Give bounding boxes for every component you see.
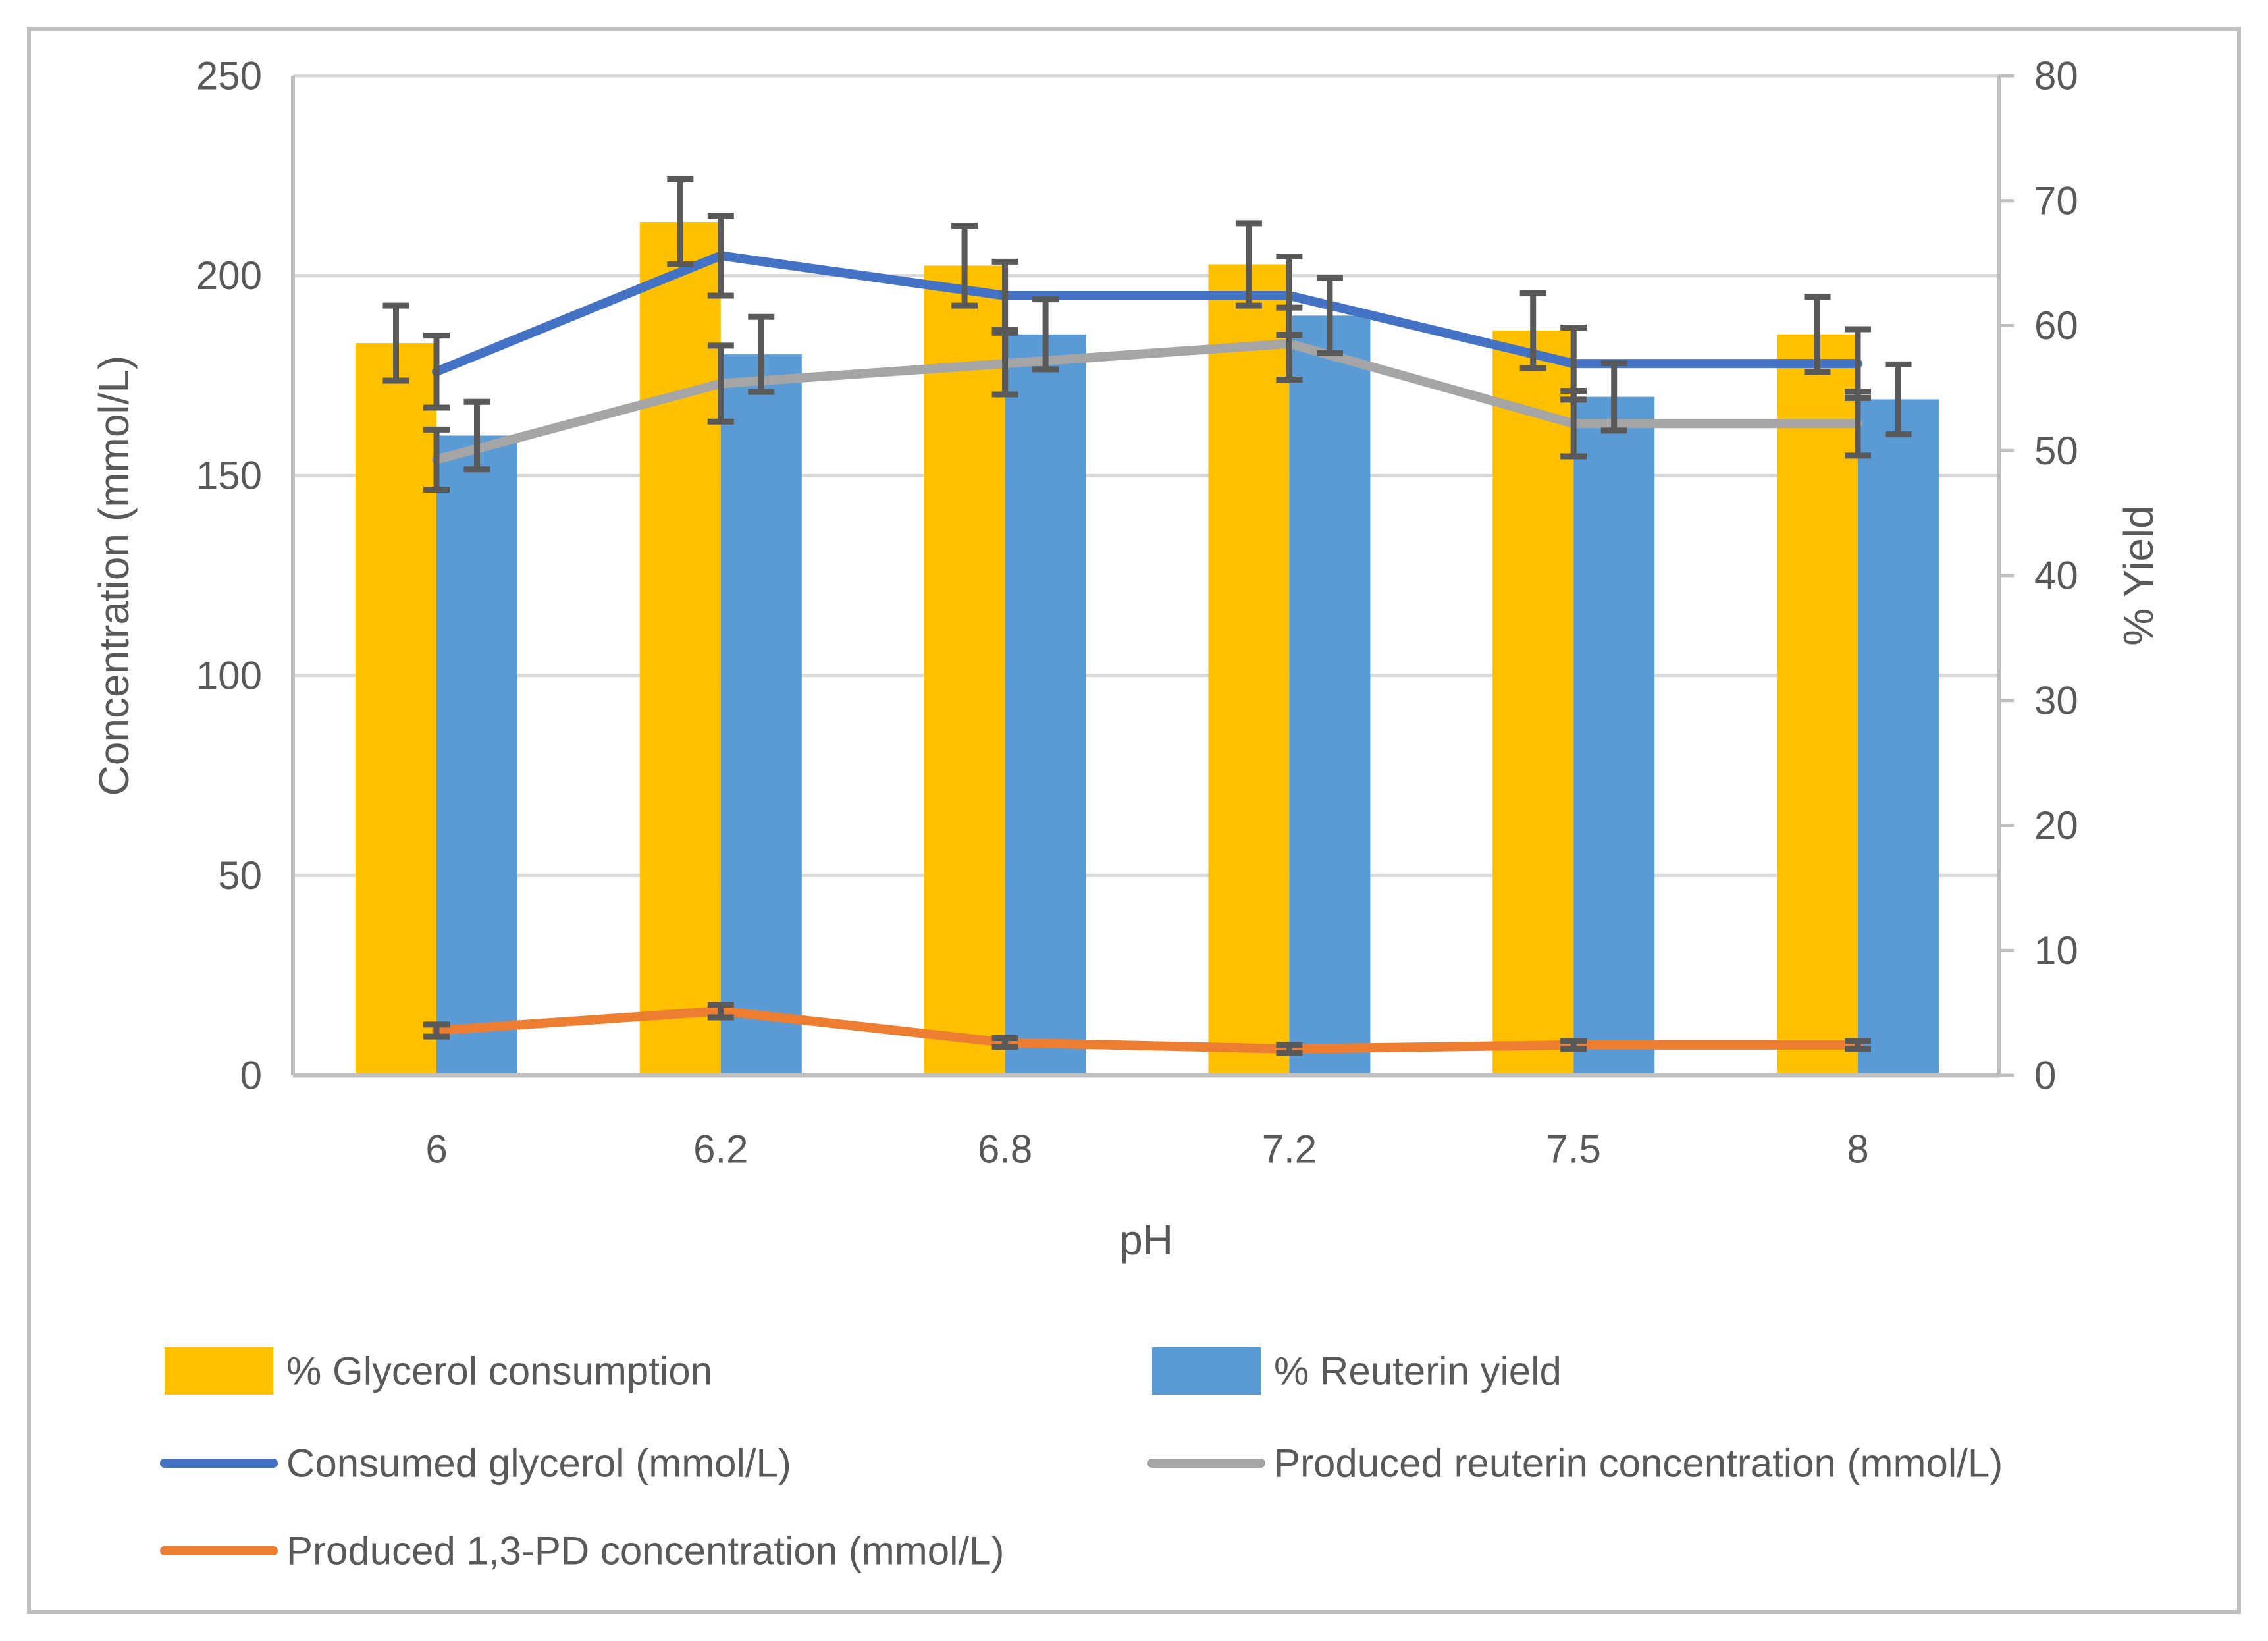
right-axis-title: % Yield (2115, 505, 2162, 645)
legend-label-produced_13pd: Produced 1,3-PD concentration (mmol/L) (286, 1529, 1005, 1573)
x-label-6: 6 (425, 1127, 447, 1171)
tick-label-right-50: 50 (2034, 429, 2078, 473)
errorbars-produced_13pd (423, 1002, 1871, 1056)
bar-glycerol_consumption-ph7.5 (1492, 331, 1574, 1076)
errorbars-produced_reuterin (423, 304, 1871, 493)
bar-glycerol_consumption-ph7.2 (1208, 264, 1290, 1076)
tick-label-right-80: 80 (2034, 54, 2078, 98)
bar-reuterin_yield-ph7.5 (1573, 396, 1655, 1075)
tick-label-right-0: 0 (2034, 1054, 2056, 1098)
legend-label-consumed_glycerol: Consumed glycerol (mmol/L) (286, 1441, 791, 1486)
bar-glycerol_consumption-ph6 (356, 343, 436, 1076)
tick-label-right-10: 10 (2034, 928, 2078, 973)
bar-glycerol_consumption-ph6.8 (924, 265, 1005, 1075)
x-axis-title: pH (1119, 1216, 1173, 1264)
tick-label-left-250: 250 (196, 54, 262, 98)
x-label-7.2: 7.2 (1262, 1127, 1317, 1171)
errorbars-reuterin_yield (463, 275, 1912, 473)
tick-label-right-20: 20 (2034, 803, 2078, 847)
legend-swatch-reuterin_yield (1152, 1347, 1261, 1395)
legend-item-consumed_glycerol: Consumed glycerol (mmol/L) (160, 1441, 791, 1486)
bar-glycerol_consumption-ph6.2 (639, 222, 721, 1075)
left-axis-title: Concentration (mmol/L) (90, 356, 138, 796)
bar-reuterin_yield-ph6 (436, 435, 517, 1075)
bar-reuterin_yield-ph6.8 (1005, 334, 1086, 1076)
legend-item-reuterin_yield: % Reuterin yield (1152, 1347, 1562, 1395)
tick-label-right-30: 30 (2034, 678, 2078, 722)
bar-reuterin_yield-ph8 (1858, 399, 1939, 1075)
legend-label-glycerol_consumption: % Glycerol consumption (286, 1349, 712, 1393)
x-label-6.8: 6.8 (978, 1127, 1032, 1171)
tick-label-right-60: 60 (2034, 304, 2078, 348)
x-label-8: 8 (1847, 1127, 1868, 1171)
legend-label-reuterin_yield: % Reuterin yield (1274, 1349, 1562, 1393)
legend-item-glycerol_consumption: % Glycerol consumption (165, 1347, 712, 1395)
figure-border (27, 27, 2241, 1614)
line-produced_reuterin (432, 338, 1862, 464)
tick-label-left-0: 0 (240, 1054, 262, 1098)
legend-swatch-glycerol_consumption (165, 1347, 273, 1395)
legend-item-produced_reuterin: Produced reuterin concentration (mmol/L) (1147, 1441, 2003, 1486)
tick-label-left-150: 150 (196, 454, 262, 498)
legend-item-produced_13pd: Produced 1,3-PD concentration (mmol/L) (160, 1529, 1005, 1573)
bar-reuterin_yield-ph7.2 (1289, 315, 1371, 1075)
tick-label-right-70: 70 (2034, 178, 2078, 223)
legend-label-produced_reuterin: Produced reuterin concentration (mmol/L) (1274, 1441, 2003, 1486)
tick-label-left-50: 50 (218, 853, 262, 898)
errorbars-consumed_glycerol (423, 213, 1871, 411)
tick-label-right-40: 40 (2034, 554, 2078, 598)
bar-reuterin_yield-ph6.2 (720, 354, 802, 1075)
x-label-7.5: 7.5 (1546, 1127, 1600, 1171)
tick-label-left-100: 100 (196, 653, 262, 697)
tick-label-left-200: 200 (196, 254, 262, 298)
bar-series-reuterin_yield (436, 315, 1939, 1076)
line-produced_13pd (432, 1006, 1862, 1054)
bar-series-glycerol_consumption (356, 222, 1858, 1076)
bar-glycerol_consumption-ph8 (1777, 334, 1858, 1076)
x-label-6.2: 6.2 (693, 1127, 748, 1171)
errorbars-glycerol_consumption (382, 176, 1831, 384)
